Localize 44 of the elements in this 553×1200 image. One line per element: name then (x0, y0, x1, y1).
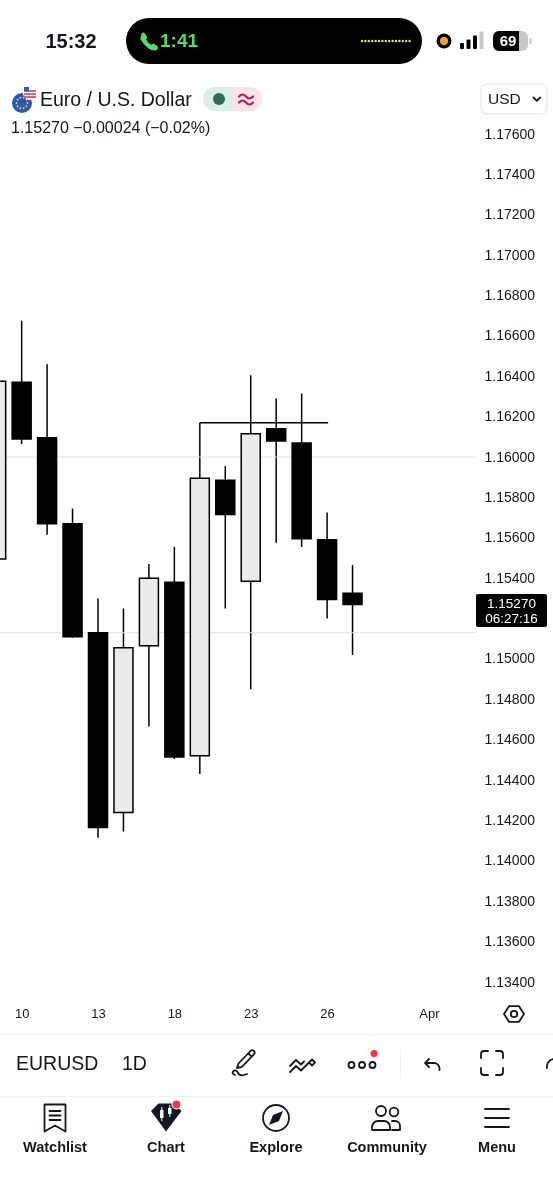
y-tick-label: 1.16400 (484, 367, 536, 384)
text: 15:32 (45, 29, 97, 53)
y-tick-label: 1.17600 (484, 125, 536, 142)
x-tick-label: 18 (167, 1005, 183, 1021)
y-tick-label: 1.17000 (484, 246, 536, 263)
y-tick-label: 1.14200 (484, 811, 536, 828)
chart-title: Euro / U.S. Dollar (40, 87, 192, 111)
text: EURUSD (16, 1051, 99, 1075)
text: Menu (478, 1138, 516, 1156)
candlestick (265, 397, 287, 544)
y-tick-label: 1.16200 (484, 408, 536, 425)
y-tick-label: 1.13600 (484, 933, 536, 950)
x-tick-label: 23 (243, 1005, 259, 1021)
y-tick-label: 1.14600 (484, 731, 536, 748)
text: 1.15270 (487, 596, 536, 613)
text: USD (488, 90, 521, 108)
text: 69 (499, 32, 517, 50)
text: 06:27:16 (485, 611, 538, 628)
y-tick-label: 1.15600 (484, 529, 536, 546)
y-tick-label: 1.16800 (484, 287, 536, 304)
y-tick-label: 1.17200 (484, 206, 536, 223)
x-tick-label: 26 (320, 1005, 335, 1021)
y-tick-label: 1.15000 (484, 650, 536, 667)
text: Explore (249, 1138, 303, 1156)
y-tick-label: 1.14800 (484, 690, 536, 707)
text: 1D (122, 1051, 147, 1075)
text: Chart (147, 1138, 185, 1156)
x-tick-label: 13 (91, 1005, 106, 1021)
y-tick-label: 1.13400 (484, 973, 536, 990)
x-tick-label: Apr (419, 1005, 441, 1021)
y-tick-label: 1.14000 (484, 852, 536, 869)
y-tick-label: 1.16000 (484, 448, 536, 465)
y-tick-label: 1.14400 (484, 771, 536, 788)
y-tick-label: 1.15800 (484, 488, 536, 505)
text: Community (347, 1138, 427, 1156)
y-tick-label: 1.15400 (484, 569, 536, 586)
x-tick-label: 10 (14, 1005, 30, 1021)
candlestick (342, 564, 363, 656)
y-tick-label: 1.16600 (484, 327, 536, 344)
y-tick-label: 1.13800 (484, 892, 536, 909)
y-tick-label: 1.17400 (484, 165, 536, 182)
text: 1:41 (159, 30, 199, 52)
text: Watchlist (23, 1138, 87, 1156)
chart-subtitle: 1.15270 −0.00024 (−0.02%) (11, 118, 211, 138)
